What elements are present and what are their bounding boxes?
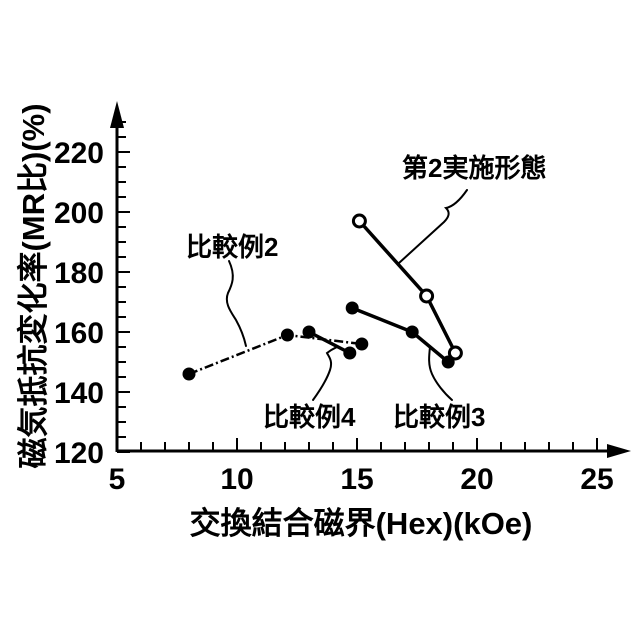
data-point-open-dai2-jisshikeitai bbox=[447, 345, 463, 361]
data-point-open-dai2-jisshikeitai bbox=[419, 288, 435, 304]
series-label-hikakurei2: 比較例2 bbox=[186, 232, 278, 262]
y-tick-label: 220 bbox=[54, 137, 104, 170]
x-axis-arrow bbox=[607, 444, 631, 458]
series-line-hikakurei2 bbox=[188, 333, 362, 376]
x-tick-label: 5 bbox=[109, 463, 126, 496]
data-point-hikakurei2 bbox=[280, 328, 294, 342]
x-tick-label: 10 bbox=[220, 463, 253, 496]
data-point-hikakurei4 bbox=[302, 325, 316, 339]
series-label-dai2-jisshikeitai: 第2実施形態 bbox=[402, 153, 546, 183]
series-line-hikakurei4 bbox=[308, 330, 351, 355]
y-tick-label: 180 bbox=[54, 257, 104, 290]
y-tick-label: 200 bbox=[54, 197, 104, 230]
y-axis-arrow bbox=[110, 101, 124, 128]
leader-line-hikakurei2 bbox=[225, 260, 247, 347]
data-point-hikakurei2 bbox=[355, 337, 369, 351]
series-label-hikakurei4: 比較例4 bbox=[263, 402, 356, 432]
data-point-hikakurei3 bbox=[405, 325, 419, 339]
y-tick-label: 120 bbox=[54, 437, 104, 470]
data-point-open-dai2-jisshikeitai bbox=[351, 213, 367, 229]
x-axis-title: 交換結合磁界(Hex)(kOe) bbox=[190, 506, 533, 541]
data-point-hikakurei2 bbox=[182, 367, 196, 381]
leader-line-dai2-jisshikeitai bbox=[398, 189, 468, 264]
series-label-hikakurei3: 比較例3 bbox=[393, 402, 485, 432]
data-point-hikakurei4 bbox=[343, 346, 357, 360]
x-tick-label: 15 bbox=[340, 463, 373, 496]
x-tick-label: 25 bbox=[580, 463, 613, 496]
y-tick-label: 140 bbox=[54, 377, 104, 410]
leader-line-hikakurei3 bbox=[428, 346, 453, 401]
series-line-hikakurei3 bbox=[351, 306, 450, 364]
y-tick-label: 160 bbox=[54, 317, 104, 350]
x-tick-label: 20 bbox=[460, 463, 493, 496]
y-axis-title: 磁気抵抗変化率(MR比)(%) bbox=[16, 103, 51, 468]
leader-line-hikakurei4 bbox=[312, 346, 338, 401]
data-point-hikakurei3 bbox=[345, 301, 359, 315]
